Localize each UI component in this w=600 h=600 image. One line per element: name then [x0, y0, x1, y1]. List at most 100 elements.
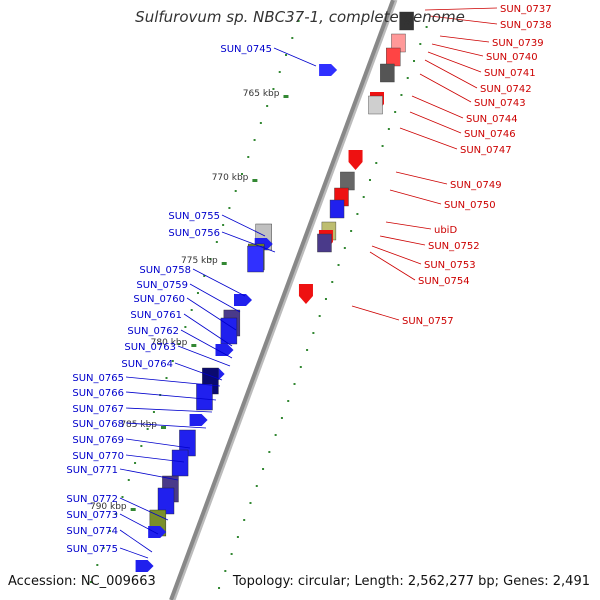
left-gene-label: SUN_0745: [220, 44, 272, 55]
gene-box-plus: [399, 11, 414, 31]
left-gene-label: SUN_0765: [72, 373, 124, 384]
tick-dot-right: [343, 247, 346, 249]
kbp-label: 775 kbp: [181, 256, 218, 266]
tick-dot-left: [266, 105, 269, 107]
right-gene-label: SUN_0738: [500, 20, 552, 31]
left-gene-label: SUN_0769: [72, 435, 124, 446]
right-gene-label: SUN_0737: [500, 4, 552, 15]
tick-dot-left: [240, 173, 243, 175]
tick-dot-left: [209, 258, 212, 260]
left-gene-label: SUN_0759: [136, 280, 188, 291]
right-leader-line: [379, 235, 426, 246]
tick-dot-right: [356, 213, 359, 215]
tick-dot-left: [190, 309, 193, 311]
right-gene-label: SUN_0753: [424, 260, 476, 271]
left-gene-label: SUN_0763: [124, 342, 176, 353]
tick-dot-right: [249, 502, 252, 504]
right-gene-label: SUN_0739: [492, 38, 544, 49]
gene-box-plus: [368, 95, 383, 115]
left-gene-label: SUN_0768: [72, 419, 124, 430]
tick-dot-left: [134, 462, 137, 464]
tick-dot-left: [140, 445, 143, 447]
tick-dot-right: [306, 349, 309, 351]
left-gene-label: SUN_0767: [72, 404, 124, 415]
tick-dot-left: [272, 88, 275, 90]
left-leader-line: [125, 391, 217, 401]
left-gene-label: SUN_0774: [66, 526, 118, 537]
gene-box-minus: [247, 245, 264, 273]
gene-arrow-minus: [135, 560, 154, 572]
right-leader-line: [411, 95, 464, 119]
gene-box-plus: [317, 233, 332, 253]
left-gene-label: SUN_0771: [66, 465, 118, 476]
tick-dot-left: [253, 139, 256, 141]
tick-dot-left: [102, 547, 105, 549]
left-leader-line: [125, 422, 207, 429]
right-leader-line: [395, 171, 448, 185]
tick-dot-left: [108, 530, 111, 532]
tick-dot-right: [381, 145, 384, 147]
gene-arrow-minus: [148, 526, 167, 538]
tick-dot-right: [406, 77, 409, 79]
left-gene-label: SUN_0772: [66, 494, 118, 505]
left-leader-line: [189, 283, 241, 313]
tick-dot-left: [184, 326, 187, 328]
gene-arrow-minus: [319, 64, 338, 76]
right-gene-label: SUN_0750: [444, 200, 496, 211]
left-gene-label: SUN_0764: [121, 359, 173, 370]
left-leader-line: [180, 329, 233, 359]
tick-dot-left: [96, 564, 99, 566]
gene-box-minus: [196, 383, 213, 411]
right-gene-label: SUN_0752: [428, 241, 480, 252]
left-gene-label: SUN_0761: [130, 310, 182, 321]
left-leader-line: [273, 47, 317, 67]
tick-dot-left: [278, 71, 281, 73]
gene-box-plus: [380, 63, 395, 83]
right-leader-line: [399, 127, 458, 150]
kbp-tick-mark: [252, 179, 258, 182]
right-gene-label: SUN_0746: [464, 129, 516, 140]
backbone-shadow: [172, 0, 398, 600]
tick-dot-left: [259, 122, 262, 124]
tick-dot-left: [121, 496, 124, 498]
tick-dot-right: [236, 536, 239, 538]
left-leader-line: [125, 376, 221, 387]
kbp-label: 770 kbp: [212, 173, 249, 183]
tick-dot-left: [171, 360, 174, 362]
tick-dot-right: [337, 264, 340, 266]
tick-dot-right: [230, 553, 233, 555]
left-leader-line: [183, 313, 233, 347]
left-leader-line: [221, 231, 276, 253]
left-leader-line: [192, 268, 246, 297]
tick-dot-right: [262, 468, 265, 470]
tick-dot-left: [222, 224, 225, 226]
accession-text: Accession: NC_009663: [8, 574, 156, 589]
gene-arrow-plus: [348, 150, 363, 170]
left-leader-line: [119, 513, 159, 535]
left-gene-label: SUN_0775: [66, 544, 118, 555]
right-gene-label: SUN_0742: [480, 84, 532, 95]
tick-dot-right: [413, 60, 416, 62]
topology-text: Topology: circular; Length: 2,562,277 bp…: [232, 574, 590, 589]
gene-arrow-minus: [189, 414, 208, 426]
gene-arrow-plus: [298, 284, 313, 304]
tick-dot-left: [234, 190, 237, 192]
tick-dot-right: [255, 485, 258, 487]
left-leader-line: [125, 454, 185, 463]
tick-dot-left: [291, 37, 294, 39]
right-leader-line: [369, 251, 416, 281]
tick-dot-left: [203, 275, 206, 277]
tick-dot-left: [196, 292, 199, 294]
backbone-line: [169, 0, 395, 600]
tick-dot-left: [178, 343, 181, 345]
right-leader-line: [424, 59, 478, 89]
kbp-label: 780 kbp: [151, 338, 188, 348]
left-gene-label: SUN_0770: [72, 451, 124, 462]
tick-dot-right: [375, 162, 378, 164]
tick-dot-right: [400, 94, 403, 96]
left-gene-label: SUN_0773: [66, 510, 118, 521]
kbp-tick-mark: [191, 344, 197, 347]
tick-dot-left: [285, 54, 288, 56]
left-gene-label: SUN_0758: [139, 265, 191, 276]
